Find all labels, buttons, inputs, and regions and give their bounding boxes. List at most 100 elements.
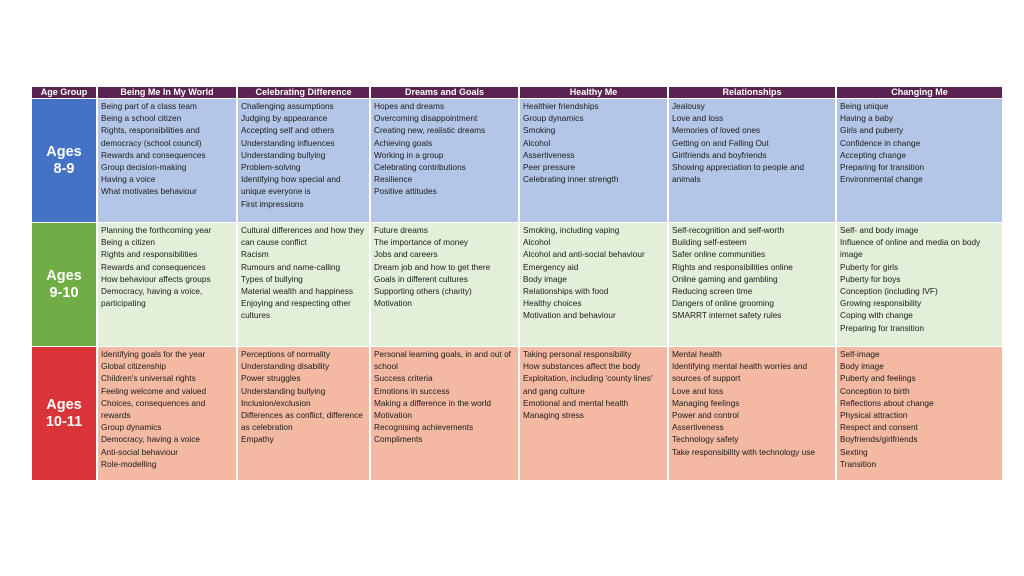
topic-cell-being-me: Being part of a class team Being a school…: [98, 99, 236, 222]
topic-item: Rumours and name-calling: [241, 261, 341, 272]
topic-cell-changing-me: Self- and body image Influence of online …: [837, 223, 1002, 346]
topic-item: Identifying goals for the year: [101, 349, 206, 359]
topic-item: Emotions in success: [374, 385, 450, 396]
topic-item: Being part of a class team: [101, 101, 197, 111]
topic-item: Jealousy: [672, 101, 705, 111]
topic-cell-healthy-me: Taking personal responsibility How substa…: [520, 347, 667, 480]
topic-item: SMARRT internet safety rules: [672, 310, 782, 321]
topic-item: Empathy: [241, 434, 274, 445]
topic-item: Environmental change: [840, 174, 923, 185]
topic-item: Choices, consequences and rewards: [101, 397, 206, 421]
topic-item: Being a citizen: [101, 237, 155, 248]
topic-cell-being-me: Planning the forthcoming year Being a cit…: [98, 223, 236, 346]
topic-item: Achieving goals: [374, 137, 433, 148]
topic-item: Being unique: [840, 101, 889, 111]
topic-item: Assertiveness: [672, 422, 724, 433]
topic-item: Democracy, having a voice: [101, 434, 200, 445]
topic-item: Alcohol and anti-social behaviour: [523, 249, 645, 260]
topic-item: Self-recognition and self-worth: [672, 225, 785, 235]
age-label: Ages: [46, 143, 82, 160]
topic-item: Taking personal responsibility: [523, 349, 632, 359]
table-row-ages-8-9: Ages 8-9 Being part of a class team Being…: [32, 99, 1002, 222]
topic-item: Preparing for transition: [840, 162, 924, 173]
topic-item: How substances affect the body: [523, 361, 641, 372]
header-row: Age Group Being Me In My World Celebrati…: [32, 87, 1002, 98]
topic-item: Transition: [840, 458, 877, 469]
topic-item: Rewards and consequences: [101, 261, 206, 272]
age-range: 9-10: [49, 284, 79, 301]
topic-item: Identifying how special and unique every…: [241, 174, 341, 197]
topic-item: Showing appreciation to people and anima…: [672, 162, 804, 185]
topic-item: Technology safety: [672, 434, 739, 445]
topic-item: Motivation: [374, 298, 412, 309]
age-range: 8-9: [53, 160, 75, 177]
topic-item: Differences as conflict, difference as c…: [241, 410, 363, 433]
topic-item: Global citizenship: [101, 361, 167, 372]
topic-item: Body image: [523, 273, 567, 284]
topic-item: Rewards and consequences: [101, 149, 206, 160]
topic-item: Group dynamics: [523, 113, 584, 124]
topic-cell-relationships: Self-recognition and self-worth Building …: [669, 223, 835, 346]
topic-item: Love and loss: [672, 385, 724, 396]
topic-item: Assertiveness: [523, 149, 575, 160]
age-label: Ages: [46, 267, 82, 284]
topic-item: Material wealth and happiness: [241, 286, 354, 297]
topic-item: Boyfriends/girlfriends: [840, 434, 918, 445]
topic-item: Having a baby: [840, 113, 894, 124]
topic-item: Perceptions of normality: [241, 349, 331, 359]
topic-item: Recognising achievements: [374, 422, 474, 433]
topic-item: Identifying mental health worries and so…: [672, 361, 808, 384]
topic-cell-relationships: Mental health Identifying mental health w…: [669, 347, 835, 480]
topic-item: Planning the forthcoming year: [101, 225, 212, 235]
topic-item: Influence of online and media on body im…: [840, 237, 981, 260]
topic-item: Exploitation, including 'county lines' a…: [523, 373, 653, 396]
topic-item: Smoking: [523, 125, 556, 136]
topic-item: Group dynamics: [101, 422, 162, 433]
topic-item: Jobs and careers: [374, 249, 438, 260]
topic-item: Sexting: [840, 446, 868, 457]
topic-item: Being a school citizen: [101, 113, 182, 124]
table-row-ages-9-10: Ages 9-10 Planning the forthcoming year B…: [32, 223, 1002, 346]
topic-item: Accepting change: [840, 149, 906, 160]
topic-item: Managing stress: [523, 410, 584, 421]
topic-item: Rights and responsibilities: [101, 249, 198, 260]
topic-cell-celebrating-difference: Challenging assumptions Judging by appear…: [238, 99, 369, 222]
topic-item: Rights and responsibilities online: [672, 261, 793, 272]
topic-item: Safer online communities: [672, 249, 766, 260]
topic-item: Dangers of online grooming: [672, 298, 774, 309]
topic-item: Mental health: [672, 349, 722, 359]
topic-item: First impressions: [241, 198, 304, 209]
topic-item: Understanding bullying: [241, 149, 326, 160]
topic-item: Respect and consent: [840, 422, 918, 433]
curriculum-table: Age Group Being Me In My World Celebrati…: [30, 86, 1004, 481]
topic-item: Understanding disability: [241, 361, 330, 372]
curriculum-table-container: Age Group Being Me In My World Celebrati…: [30, 86, 1004, 481]
age-cell: Ages 8-9: [32, 99, 96, 222]
topic-item: Growing responsibility: [840, 298, 922, 309]
topic-item: Challenging assumptions: [241, 101, 334, 111]
topic-item: Anti-social behaviour: [101, 446, 179, 457]
topic-item: Managing feelings: [672, 397, 740, 408]
header-age-group: Age Group: [32, 87, 96, 98]
topic-item: Emotional and mental health: [523, 397, 629, 408]
topic-item: Resilience: [374, 174, 413, 185]
topic-item: Conception (including IVF): [840, 286, 938, 297]
topic-item: Relationships with food: [523, 286, 609, 297]
topic-item: Democracy, having a voice, participating: [101, 286, 203, 309]
topic-item: Emergency aid: [523, 261, 579, 272]
topic-item: Conception to birth: [840, 385, 910, 396]
topic-item: Motivation: [374, 410, 412, 421]
topic-item: Problem-solving: [241, 162, 301, 173]
topic-item: Puberty and feelings: [840, 373, 916, 384]
topic-item: Inclusion/exclusion: [241, 397, 311, 408]
topic-item: Smoking, including vaping: [523, 225, 620, 235]
topic-item: Puberty for boys: [840, 273, 901, 284]
topic-item: Positive attitudes: [374, 186, 437, 197]
topic-item: Girlfriends and boyfriends: [672, 149, 767, 160]
topic-item: Preparing for transition: [840, 322, 924, 333]
topic-cell-changing-me: Being unique Having a baby Girls and puber…: [837, 99, 1002, 222]
topic-cell-healthy-me: Healthier friendships Group dynamics Smoki…: [520, 99, 667, 222]
topic-cell-dreams-and-goals: Hopes and dreams Overcoming disappointmen…: [371, 99, 518, 222]
topic-item: What motivates behaviour: [101, 186, 197, 197]
age-label: Ages: [46, 396, 82, 413]
